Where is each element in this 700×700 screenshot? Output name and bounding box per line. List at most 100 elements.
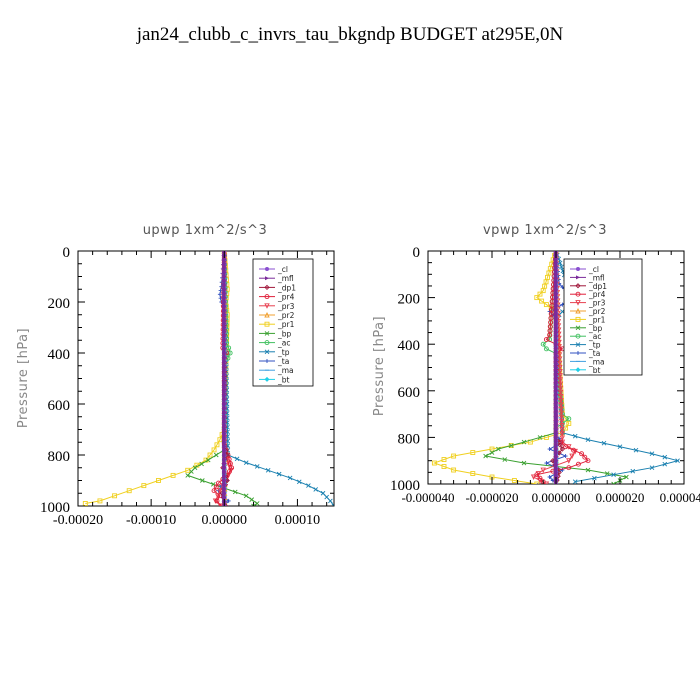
upwp-legend-label: _pr1	[277, 320, 295, 329]
vpwp-legend-marker	[575, 342, 581, 347]
vpwp-legend-label: _pr3	[588, 299, 606, 308]
upwp-point-mfl	[222, 278, 227, 283]
vpwp-point-pr3	[543, 481, 550, 484]
upwp-point-mfl	[222, 444, 227, 449]
upwp-point-pr1	[170, 472, 176, 478]
vpwp-point-pr3	[559, 422, 565, 429]
vpwp-point-pr1	[451, 467, 457, 473]
vpwp-legend-marker	[575, 291, 581, 297]
vpwp-point-pr3	[558, 406, 565, 412]
vpwp-point-pr1	[489, 446, 495, 452]
vpwp-legend: _cl_mfl_dp1_pr4_pr3_pr2_pr1_bp_ac_tp_ta_…	[563, 258, 643, 376]
vpwp-point-pr3	[557, 377, 564, 383]
vpwp-legend-marker	[576, 267, 580, 271]
vpwp-point-mfl	[553, 427, 559, 432]
vpwp-legend-label: _pr2	[588, 307, 606, 316]
upwp-point-bp	[213, 452, 219, 458]
upwp-point-mfl	[222, 423, 227, 428]
upwp-point-pr4	[214, 498, 220, 504]
vpwp-point-mfl	[553, 388, 559, 393]
vpwp-legend-label: _pr4	[588, 290, 606, 299]
vpwp-legend-entry: _pr1	[570, 315, 606, 324]
vpwp-point-mfl	[553, 415, 559, 421]
vpwp-point-ac	[566, 416, 572, 422]
upwp-point-pr1	[207, 452, 213, 458]
vpwp-point-mfl	[553, 272, 559, 277]
upwp-point-bp	[249, 497, 255, 502]
upwp-point-tp	[265, 467, 271, 473]
upwp-point-bp	[199, 461, 204, 467]
upwp-legend-entry: _cl	[259, 265, 288, 274]
upwp-point-mfl	[222, 321, 227, 326]
vpwp-point-mfl	[553, 299, 559, 304]
upwp-legend-marker	[264, 331, 270, 336]
vpwp-point-ac	[543, 346, 549, 352]
vpwp-point-pr3	[535, 471, 542, 477]
upwp-point-pr4	[215, 480, 221, 486]
upwp-legend-entry: _ac	[259, 339, 290, 348]
upwp-chart-title: upwp 1xm^2/s^3	[143, 223, 268, 238]
vpwp-point-mfl	[553, 283, 559, 289]
upwp-point-tp	[324, 494, 330, 500]
upwp-x-tick-label: -0.00020	[53, 513, 103, 528]
upwp-point-pr4	[211, 488, 217, 494]
upwp-point-mfl	[222, 401, 227, 407]
upwp-legend-entry: _bt	[259, 375, 290, 384]
vpwp-y-tick-label: 400	[398, 338, 421, 354]
upwp-point-pr4	[217, 493, 223, 499]
vpwp-point-pr3	[559, 431, 565, 437]
upwp-point-mfl	[222, 389, 227, 394]
upwp-point-pr1	[126, 488, 132, 494]
vpwp-point-bp	[502, 457, 508, 462]
upwp-legend: _cl_mfl_dp1_pr4_pr3_pr2_pr1_bp_ac_tp_ta_…	[252, 258, 314, 387]
upwp-legend-marker	[265, 267, 269, 271]
upwp-legend-marker	[264, 349, 270, 355]
vpwp-legend-label: _bp	[588, 324, 603, 333]
vpwp-point-pr4	[566, 465, 572, 471]
vpwp-point-bp	[537, 435, 543, 440]
upwp-point-bp	[185, 473, 191, 478]
vpwp-point-mfl	[553, 470, 559, 475]
upwp-point-mfl	[222, 261, 227, 266]
vpwp-point-mfl	[553, 474, 559, 479]
upwp-y-tick-label: 800	[48, 449, 71, 465]
upwp-y-tick-label: 0	[63, 245, 71, 261]
vpwp-legend-label: _tp	[588, 341, 601, 350]
vpwp-point-mfl	[553, 330, 559, 335]
upwp-legend-label: _pr2	[277, 311, 295, 320]
upwp-point-tp	[276, 471, 282, 477]
upwp-point-pr1	[211, 447, 217, 453]
upwp-point-bp	[254, 501, 260, 506]
vpwp-point-mfl	[553, 392, 559, 397]
upwp-point-mfl	[222, 359, 227, 364]
vpwp-x-tick-label: 0.000000	[532, 490, 581, 505]
vpwp-point-mfl	[553, 268, 559, 273]
upwp-legend-label: _ta	[277, 357, 289, 366]
upwp-y-tick-label: 400	[48, 347, 71, 363]
vpwp-point-mfl	[553, 322, 559, 327]
vpwp-point-pr1	[543, 302, 549, 308]
upwp-legend-entry: _mfl	[259, 274, 294, 283]
upwp-y-tick-label: 200	[48, 296, 71, 312]
vpwp-point-tp	[572, 433, 578, 439]
upwp-point-tp	[254, 464, 260, 469]
upwp-point-pr4	[226, 469, 232, 475]
vpwp-point-mfl	[553, 349, 559, 355]
vpwp-point-mfl	[553, 458, 559, 463]
vpwp-point-tp	[601, 440, 607, 446]
vpwp-point-mfl	[553, 287, 559, 293]
vpwp-point-mfl	[553, 419, 559, 425]
upwp-point-pr4	[218, 503, 224, 506]
upwp-point-mfl	[222, 440, 227, 445]
vpwp-x-tick-label: 0.000040	[660, 490, 700, 505]
vpwp-point-pr1	[451, 453, 457, 459]
upwp-point-tp	[328, 498, 333, 504]
vpwp-y-tick-label: 600	[398, 385, 421, 401]
vpwp-point-tp	[649, 465, 655, 471]
vpwp-point-mfl	[553, 365, 559, 370]
vpwp-point-pr3	[569, 453, 575, 460]
vpwp-legend-entry: _pr3	[570, 299, 606, 308]
vpwp-point-pr3	[558, 414, 565, 421]
vpwp-point-mfl	[553, 435, 559, 440]
